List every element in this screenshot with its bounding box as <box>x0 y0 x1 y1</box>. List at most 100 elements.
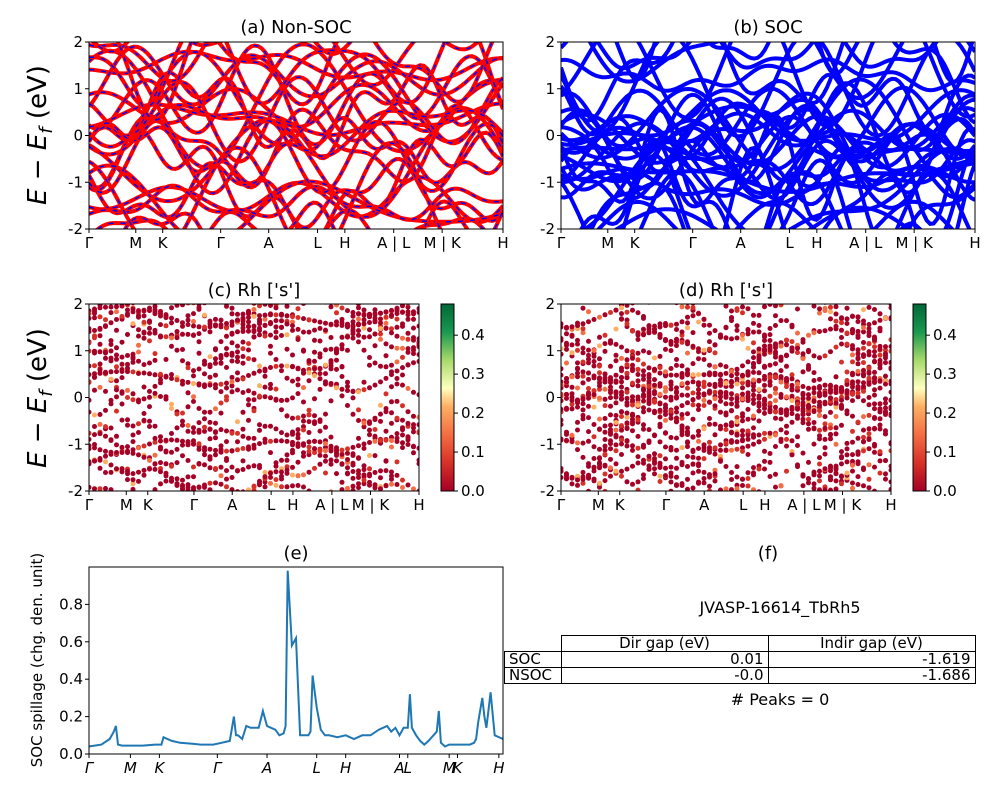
band-point <box>295 473 301 479</box>
band-point <box>701 448 707 453</box>
band-point <box>274 522 279 527</box>
band-point <box>312 373 317 379</box>
band-point <box>861 414 866 420</box>
band-point <box>685 325 690 331</box>
band-point <box>850 413 855 419</box>
band-point <box>569 481 575 487</box>
band-point <box>663 412 668 417</box>
band-point <box>251 370 257 376</box>
band-point <box>668 339 674 344</box>
band-point <box>312 337 317 343</box>
band-point <box>174 437 180 443</box>
band-point <box>674 385 679 391</box>
band-point <box>251 327 257 333</box>
band-point <box>213 316 218 322</box>
band-point <box>235 430 240 436</box>
band-point <box>191 373 196 379</box>
band-point <box>850 370 855 376</box>
band-point <box>828 463 833 469</box>
band-point <box>273 329 279 335</box>
band-point <box>229 430 235 436</box>
band-point <box>141 362 147 368</box>
band-point <box>591 392 597 398</box>
band-point <box>767 459 773 465</box>
band-point <box>323 424 328 430</box>
band-point <box>317 371 323 377</box>
band-point <box>389 444 394 450</box>
band-point <box>586 386 591 391</box>
band-point <box>888 337 891 343</box>
band-point <box>163 313 169 319</box>
band-point <box>570 285 575 290</box>
band-point <box>361 334 367 340</box>
band-point <box>817 296 822 301</box>
band-point <box>652 355 657 361</box>
band-point <box>839 473 844 479</box>
band-point <box>685 385 690 391</box>
band-point <box>350 319 356 325</box>
band-point <box>130 423 136 429</box>
band-line <box>561 57 975 93</box>
band-point <box>652 410 657 416</box>
band-point <box>888 441 891 447</box>
band-point <box>624 321 630 327</box>
band-point <box>384 287 389 292</box>
band-point <box>635 417 641 423</box>
band-point <box>268 514 273 519</box>
band-point <box>580 330 586 336</box>
band-point <box>624 362 630 368</box>
band-point <box>685 526 690 531</box>
band-point <box>213 420 218 426</box>
band-point <box>619 414 624 419</box>
band-point <box>290 431 295 437</box>
band-point <box>602 488 608 491</box>
band-point <box>383 309 389 315</box>
band-point <box>158 481 163 487</box>
band-point <box>114 364 119 370</box>
band-point <box>367 312 372 318</box>
band-point <box>284 457 290 463</box>
band-point <box>690 434 696 440</box>
band-point <box>724 500 729 505</box>
band-point <box>389 312 394 318</box>
band-point <box>586 403 591 409</box>
band-point <box>844 330 850 336</box>
band-point <box>561 391 564 397</box>
band-point <box>855 368 861 374</box>
band-line <box>89 163 503 229</box>
band-point <box>696 407 701 413</box>
header-dir-gap: Dir gap (eV) <box>560 635 769 652</box>
band-point <box>119 444 125 450</box>
band-point <box>279 476 284 482</box>
band-point <box>202 324 207 330</box>
band-line <box>562 153 975 229</box>
band-point <box>652 382 657 388</box>
band-point <box>751 369 756 375</box>
band-point <box>295 483 301 488</box>
material-name: JVASP-16614_TbRh5 <box>699 598 861 617</box>
band-point <box>696 372 701 378</box>
band-point <box>597 386 602 392</box>
band-point <box>246 492 251 497</box>
band-point <box>345 471 350 477</box>
band-point <box>734 327 740 333</box>
band-point <box>307 499 312 504</box>
band-point <box>811 399 817 404</box>
band-point <box>630 481 635 487</box>
band-point <box>795 521 800 526</box>
band-point <box>136 452 141 458</box>
band-point <box>817 376 822 382</box>
band-point <box>561 382 564 388</box>
band-point <box>405 330 411 336</box>
band-point <box>405 336 411 342</box>
band-point <box>185 482 191 488</box>
indir-gap-value: -1.619 <box>767 651 976 668</box>
band-point <box>696 446 701 451</box>
band-point <box>411 360 416 366</box>
band-point <box>405 482 411 488</box>
band-point <box>658 291 663 296</box>
band-point <box>89 430 92 436</box>
band-point <box>158 333 163 339</box>
band-line-dashed <box>89 42 493 108</box>
